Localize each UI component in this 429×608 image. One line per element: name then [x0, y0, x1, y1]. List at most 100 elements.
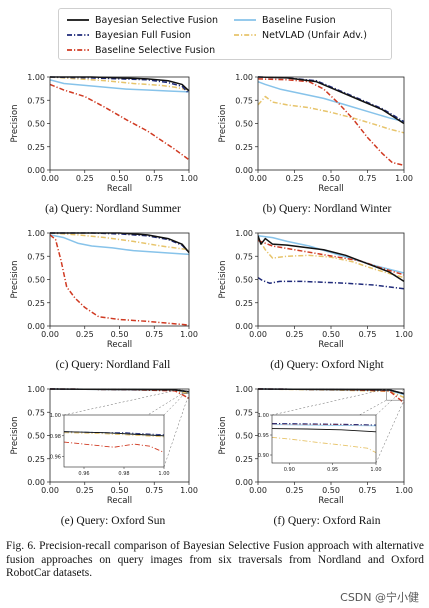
plot-area [50, 76, 190, 161]
zoom-connector [375, 400, 405, 464]
chart-panel-6: 0.00 0.25 0.50 0.75 1.00 0.00 0.25 0.50 0.75 1.00… [218, 385, 413, 506]
x-tick-label: 0.00 [249, 486, 267, 495]
inset-y-tick-label: 1.00 [50, 413, 61, 419]
legend-swatch [234, 19, 256, 21]
chart-panel-3: 0.00 0.25 0.50 0.75 1.00 0.00 0.25 0.50 0.75 1.00… [10, 229, 198, 350]
y-tick-label: 0.25 [235, 299, 253, 308]
x-axis-label: Recall [318, 184, 343, 194]
y-tick-label: 0.00 [27, 478, 45, 487]
legend-label: Bayesian Full Fusion [95, 29, 191, 41]
x-tick-label: 0.00 [249, 174, 267, 183]
x-axis-label: Recall [107, 340, 132, 350]
x-tick-label: 0.75 [145, 174, 163, 183]
y-axis-label: Precision [218, 261, 228, 299]
plot-area [258, 235, 405, 290]
series-line-bayesian-full-fusion [50, 232, 190, 254]
y-tick-label: 0.00 [235, 478, 253, 487]
plot-area [50, 232, 190, 326]
series-line-baseline-selective-fusion [258, 388, 405, 404]
zoom-connector [63, 388, 183, 416]
series-line-baseline-fusion [258, 235, 405, 274]
figure-panels: 0.00 0.25 0.50 0.75 1.00 0.00 0.25 0.50 0.75 1.00… [10, 73, 413, 506]
y-tick-label: 0.25 [27, 143, 45, 152]
plot-area [258, 76, 405, 167]
chart-panel-2: 0.00 0.25 0.50 0.75 1.00 0.00 0.25 0.50 0.75 1.00… [218, 73, 413, 194]
chart-panel-5: 0.00 0.25 0.50 0.75 1.00 0.00 0.25 0.50 0.75 1.00… [10, 385, 198, 506]
series-line-baseline-selective-fusion [64, 441, 164, 453]
x-tick-label: 0.75 [359, 330, 377, 339]
subfigure-caption: (b) Query: Nordland Winter [262, 203, 392, 215]
legend-label: Baseline Fusion [262, 14, 336, 26]
x-tick-label: 0.75 [145, 486, 163, 495]
legend-label: Baseline Selective Fusion [95, 44, 216, 56]
y-tick-label: 0.00 [235, 166, 253, 175]
y-tick-label: 1.00 [235, 385, 253, 394]
x-tick-label: 1.00 [395, 174, 413, 183]
series-line-bayesian-selective-fusion [50, 388, 190, 393]
inset-x-tick-label: 0.95 [327, 467, 338, 473]
series-line-bayesian-selective-fusion [50, 232, 190, 254]
zoom-region [386, 388, 405, 401]
x-axis-label: Recall [107, 496, 132, 506]
y-tick-label: 1.00 [235, 229, 253, 238]
series-line-baseline-selective-fusion [258, 78, 405, 167]
series-line-netvlad-unfair-adv [258, 95, 405, 134]
series-line-bayesian-full-fusion [258, 76, 405, 123]
subfigure-caption: (c) Query: Nordland Fall [55, 359, 171, 371]
zoom-inset: 0.96 0.98 1.00 0.96 0.98 1.00 [50, 388, 190, 477]
inset-plot-area [64, 431, 164, 453]
y-tick-label: 0.25 [27, 455, 45, 464]
inset-plot-area [272, 422, 376, 454]
x-tick-label: 0.25 [286, 174, 304, 183]
y-tick-label: 0.00 [27, 322, 45, 331]
inset-y-tick-label: 0.90 [258, 453, 269, 459]
legend-swatch [67, 34, 89, 36]
series-line-netvlad-unfair-adv [50, 232, 190, 251]
zoom-connector [271, 388, 387, 416]
x-tick-label: 0.00 [249, 330, 267, 339]
x-tick-label: 0.50 [322, 330, 340, 339]
legend-label: NetVLAD (Unfair Adv.) [262, 29, 367, 41]
legend-swatch [234, 34, 256, 36]
y-axis-label: Precision [218, 417, 228, 455]
x-axis-label: Recall [107, 184, 132, 194]
series-line-bayesian-full-fusion [272, 422, 376, 426]
y-axis-label: Precision [10, 417, 20, 455]
y-tick-label: 0.75 [235, 408, 253, 417]
x-tick-label: 0.50 [322, 174, 340, 183]
subfigure-caption: (f) Query: Oxford Rain [273, 515, 381, 527]
x-tick-label: 1.00 [180, 174, 198, 183]
inset-y-tick-label: 0.98 [50, 434, 61, 440]
chart-panel-4: 0.00 0.25 0.50 0.75 1.00 0.00 0.25 0.50 0.75 1.00… [218, 229, 413, 350]
zoom-inset: 0.90 0.95 1.00 0.90 0.95 1.00 [258, 388, 405, 473]
x-axis-label: Recall [318, 496, 343, 506]
inset-x-tick-label: 0.90 [284, 467, 295, 473]
inset-frame [271, 414, 377, 464]
y-tick-label: 0.00 [235, 322, 253, 331]
inset-frame [63, 414, 165, 468]
plot-frame [257, 76, 405, 171]
x-tick-label: 0.25 [76, 174, 94, 183]
y-tick-label: 0.50 [27, 432, 45, 441]
y-axis-label: Precision [218, 105, 228, 143]
x-tick-label: 0.50 [111, 174, 129, 183]
legend-entry-netvlad-unfair-adv: NetVLAD (Unfair Adv.) [234, 28, 367, 42]
legend-entry-baseline-selective-fusion: Baseline Selective Fusion [67, 43, 215, 57]
y-axis-label: Precision [10, 105, 20, 143]
chart-panel-1: 0.00 0.25 0.50 0.75 1.00 0.00 0.25 0.50 0.75 1.00… [10, 73, 198, 194]
legend-entry-bayesian-full-fusion: Bayesian Full Fusion [67, 28, 191, 42]
x-tick-label: 0.00 [41, 330, 59, 339]
y-tick-label: 0.25 [235, 143, 253, 152]
y-tick-label: 0.50 [27, 120, 45, 129]
x-tick-label: 1.00 [395, 330, 413, 339]
subfigure-caption: (a) Query: Nordland Summer [45, 203, 181, 215]
x-tick-label: 0.50 [111, 330, 129, 339]
series-line-baseline-fusion [50, 79, 190, 93]
y-axis-label: Precision [10, 261, 20, 299]
legend: Bayesian Selective Fusion Baseline Fusion… [58, 8, 392, 60]
y-tick-label: 0.25 [235, 455, 253, 464]
y-tick-label: 0.50 [235, 120, 253, 129]
legend-entry-baseline-fusion: Baseline Fusion [234, 13, 336, 27]
x-tick-label: 1.00 [180, 486, 198, 495]
subfigure-caption: (d) Query: Oxford Night [270, 359, 384, 371]
